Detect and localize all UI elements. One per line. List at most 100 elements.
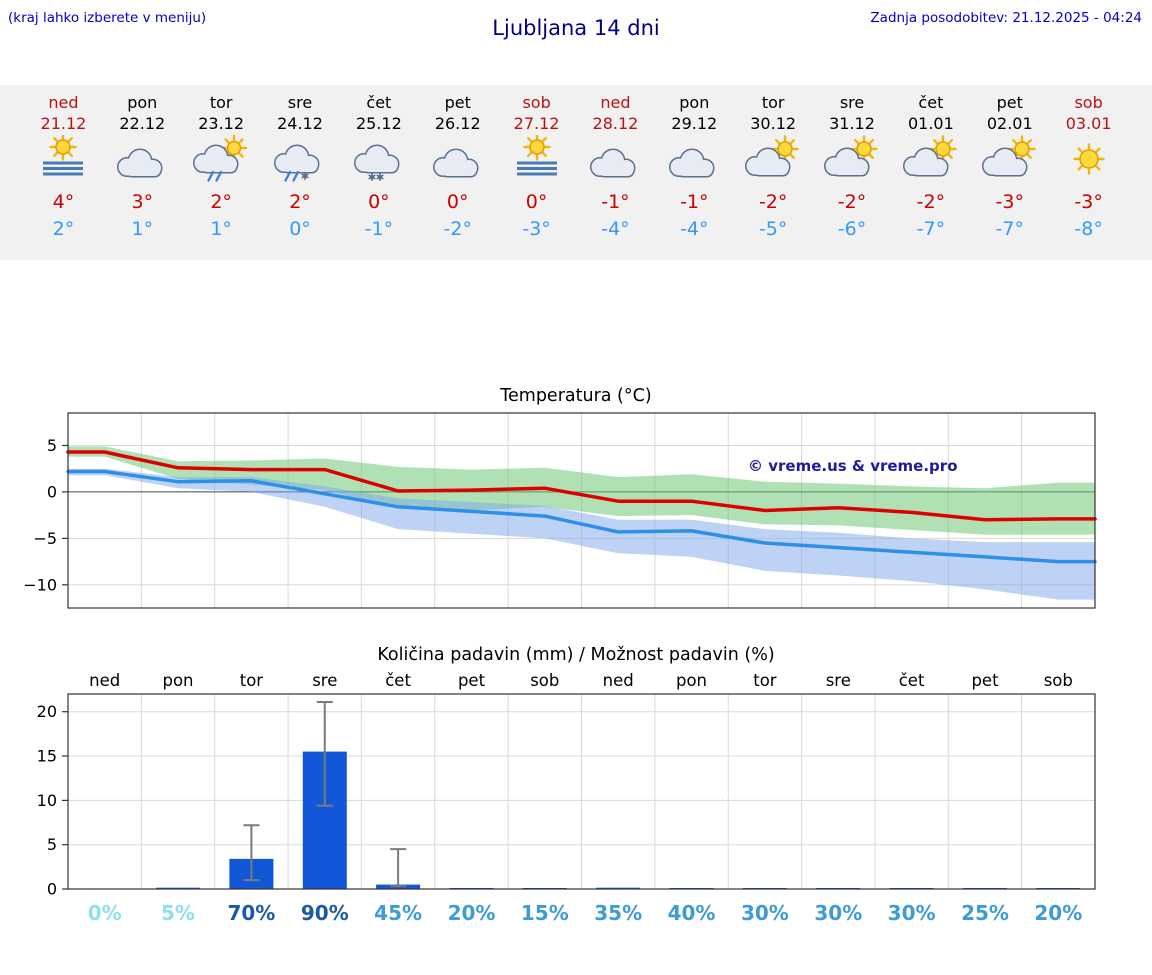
cloudy-icon [576,135,655,187]
temperature-section: Temperatura (°C) 5 0 −5 −10 © vreme.us & vre… [0,386,1152,622]
high-temp: -2° [758,191,788,213]
precip-day-label: sob [530,671,559,690]
low-temp: -4° [680,218,709,240]
sun-cloud-icon [734,135,813,187]
sunny-icon [1049,135,1128,187]
day-name: tor [209,93,233,112]
day-column: ned 28.12 -1° -4° [576,85,655,260]
max-temperature-line [66,450,1097,522]
precip-day-label: pet [458,671,486,690]
page-title: Ljubljana 14 dni [492,16,660,40]
low-temp: 2° [52,218,75,240]
y-tick-label: 5 [47,436,57,455]
precip-probability: 40% [668,901,716,925]
day-name: čet [918,93,944,112]
temperature-chart: 5 0 −5 −10 © vreme.us & vreme.pro [0,408,1152,622]
high-temp: -2° [837,191,867,213]
precip-probability: 70% [227,901,275,925]
precip-probability: 30% [888,901,936,925]
precipitation-chart-title: Količina padavin (mm) / Možnost padavin … [377,645,775,665]
day-column: pet 02.01 -3° -7° [970,85,1049,260]
sun-cloud-icon [970,135,1049,187]
precip-bar [156,887,200,889]
day-name: tor [761,93,785,112]
watermark: © vreme.us & vreme.pro [748,457,958,475]
day-column: čet 25.12 0° -1° [339,85,418,260]
day-column: čet 01.01 -2° -7° [891,85,970,260]
last-update: Zadnja posodobitev: 21.12.2025 - 04:24 [870,10,1142,26]
forecast-strip: ned 21.12 4° 2° pon 22.12 3° 1° tor 23.1… [0,85,1152,260]
day-name: ned [600,93,631,112]
header: (kraj lahko izberete v meniju) Ljubljana… [0,0,1152,60]
day-column: sob 27.12 0° -3° [497,85,576,260]
cloudy-icon [655,135,734,187]
high-temp: 0° [525,191,548,213]
cloudy-icon [418,135,497,187]
min-temperature-range-band [68,468,1095,600]
day-column: pon 29.12 -1° -4° [655,85,734,260]
high-temp: -3° [1074,191,1103,213]
day-name: sre [287,93,313,112]
precip-day-label: čet [899,671,925,690]
day-column: sre 31.12 -2° -6° [813,85,892,260]
low-temp: -7° [916,218,946,240]
precip-day-label: ned [89,671,120,690]
day-name: čet [366,93,392,112]
low-temp: -8° [1074,218,1103,240]
temperature-chart-svg: 5 0 −5 −10 © vreme.us & vreme.pro [23,412,1097,609]
precip-day-label: sre [826,671,851,690]
plot-border [67,693,1096,890]
day-date: 28.12 [592,114,639,133]
day-name: sob [1074,93,1103,112]
day-name: ned [48,93,79,112]
precip-probability: 5% [161,901,195,925]
low-temp: -7° [995,218,1024,240]
y-tick-label: 15 [37,747,57,766]
fog-sun-icon [497,135,576,187]
y-tick-label: 20 [37,702,57,721]
precip-probability: 25% [961,901,1009,925]
precip-day-label: tor [753,671,777,690]
high-temp: -3° [995,191,1024,213]
day-date: 29.12 [671,114,718,133]
precip-probability: 15% [521,901,569,925]
day-column: ned 21.12 4° 2° [24,85,103,260]
day-date: 27.12 [513,114,560,133]
low-temp: -1° [364,218,394,240]
day-date: 26.12 [434,114,481,133]
low-temp: -5° [758,218,788,240]
plot-border [67,412,1096,609]
high-temp: -1° [680,191,709,213]
day-date: 02.01 [986,114,1033,133]
low-temp: 1° [131,218,154,240]
day-name: pet [444,93,471,112]
precip-day-label: pet [971,671,999,690]
day-date: 03.01 [1065,114,1112,133]
low-temp: -2° [443,218,472,240]
day-column: sre 24.12 2° 0° [261,85,340,260]
day-date: 30.12 [750,114,797,133]
high-temp: -1° [601,191,630,213]
y-tick-label: −10 [23,575,57,594]
day-name: sre [839,93,865,112]
temperature-chart-title: Temperatura (°C) [500,386,652,406]
y-tick-label: 0 [47,880,57,899]
day-column: tor 30.12 -2° -5° [734,85,813,260]
day-date: 23.12 [198,114,245,133]
precip-day-label: sre [312,671,337,690]
y-tick-label: 10 [37,791,57,810]
high-temp: 4° [52,191,75,213]
precipitation-chart-svg: ned pon tor sre čet pet sob ned pon tor sre čet pet s… [37,671,1096,925]
high-temp: 2° [289,191,311,213]
day-date: 22.12 [119,114,166,133]
day-column: sob 03.01 -3° -8° [1049,85,1128,260]
precip-probability: 0% [88,901,122,925]
sun-cloud-icon [813,135,892,187]
precip-probability: 20% [1034,901,1082,925]
low-temp: 1° [210,218,232,240]
y-tick-label: 5 [47,835,57,854]
precip-day-label: čet [385,671,411,690]
high-temp: 3° [131,191,154,213]
day-column: tor 23.12 2° 1° [182,85,261,260]
